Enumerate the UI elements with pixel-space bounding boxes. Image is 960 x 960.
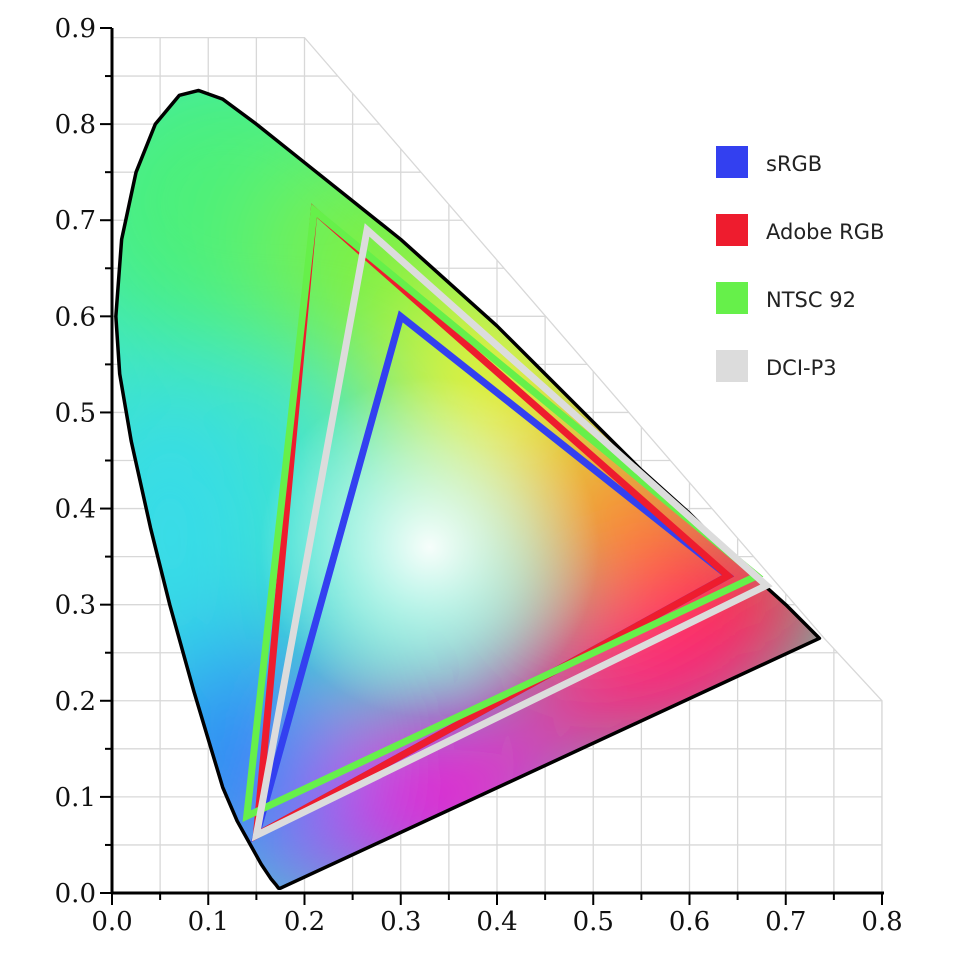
legend-label: sRGB bbox=[766, 152, 822, 176]
blob-cyan bbox=[115, 377, 280, 678]
y-tick-label: 0.9 bbox=[55, 14, 96, 44]
gamut-dci-p3 bbox=[251, 223, 773, 842]
legend-label: NTSC 92 bbox=[766, 288, 856, 312]
y-tick-label: 0.3 bbox=[55, 591, 96, 621]
x-tick-label: 0.7 bbox=[765, 907, 806, 937]
gamut-ntsc-92 bbox=[242, 203, 764, 822]
x-tick-label: 0.6 bbox=[669, 907, 710, 937]
x-tick-label: 0.2 bbox=[284, 907, 325, 937]
x-tick-label: 0.5 bbox=[573, 907, 614, 937]
legend-item: DCI-P3 bbox=[716, 350, 837, 382]
y-tick-label: 0.6 bbox=[55, 302, 96, 332]
y-tick-label: 0.8 bbox=[55, 110, 96, 140]
y-tick-label: 0.4 bbox=[55, 495, 96, 525]
x-tick-label: 0.1 bbox=[188, 907, 229, 937]
legend-label: Adobe RGB bbox=[766, 220, 884, 244]
axes: 0.0 0.1 0.2 0.3 0.4 0.5 0.6 0.7 0.8 0.0 0.1 0.2 0.3 0… bbox=[55, 14, 903, 937]
legend-item: sRGB bbox=[716, 146, 822, 178]
gamut-adobe-rgb bbox=[252, 203, 735, 842]
x-tick-label: 0.8 bbox=[861, 907, 902, 937]
legend-swatch bbox=[716, 282, 748, 314]
white-point-glow bbox=[259, 377, 600, 717]
x-tick-label: 0.4 bbox=[476, 907, 517, 937]
x-tick-label: 0.0 bbox=[91, 907, 132, 937]
spectral-locus bbox=[114, 88, 822, 890]
legend: sRGB Adobe RGB NTSC 92 DCI-P3 bbox=[716, 146, 884, 382]
locus-fill bbox=[115, 90, 820, 889]
color-fill bbox=[115, 90, 820, 889]
y-tick-label: 0.1 bbox=[55, 783, 96, 813]
legend-swatch bbox=[716, 214, 748, 246]
y-tick-label: 0.7 bbox=[55, 206, 96, 236]
y-tick-label: 0.2 bbox=[55, 687, 96, 717]
y-tick-label: 0.0 bbox=[55, 879, 96, 909]
legend-swatch bbox=[716, 146, 748, 178]
x-tick-label: 0.3 bbox=[380, 907, 421, 937]
legend-item: Adobe RGB bbox=[716, 214, 884, 246]
legend-swatch bbox=[716, 350, 748, 382]
legend-item: NTSC 92 bbox=[716, 282, 856, 314]
legend-label: DCI-P3 bbox=[766, 356, 837, 380]
gamut-triangles bbox=[242, 203, 773, 843]
y-tick-label: 0.5 bbox=[55, 398, 96, 428]
